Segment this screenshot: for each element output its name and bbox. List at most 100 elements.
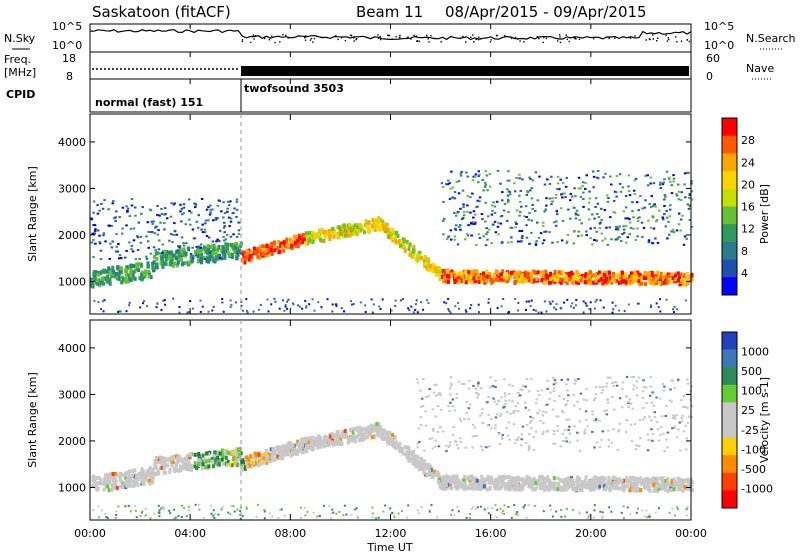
- velocity-cell: [148, 481, 152, 486]
- power-cell: [162, 299, 165, 302]
- power-cell: [453, 277, 456, 281]
- velocity-cell: [462, 477, 466, 482]
- power-cell: [343, 310, 345, 313]
- nsearch-dot: [427, 38, 429, 40]
- velocity-cell: [144, 472, 147, 477]
- velocity-cell: [603, 410, 606, 412]
- power-cell: [147, 274, 151, 279]
- nsearch-dot: [480, 38, 482, 40]
- velocity-cell: [174, 516, 177, 519]
- velocity-cell: [501, 433, 505, 436]
- velocity-cell: [605, 382, 609, 385]
- velocity-cell: [516, 410, 520, 413]
- power-cell: [543, 300, 546, 303]
- power-cell: [110, 246, 114, 249]
- velocity-cell: [249, 454, 253, 459]
- velocity-cell: [682, 406, 685, 408]
- velocity-cell: [350, 437, 354, 442]
- power-cell: [505, 271, 509, 276]
- power-cell: [175, 249, 179, 254]
- power-cell: [666, 237, 669, 240]
- nsearch-dot: [440, 41, 442, 43]
- colorbar-tick-label: 25: [741, 404, 755, 417]
- velocity-cell: [678, 486, 682, 491]
- velocity-cell: [514, 405, 517, 408]
- velocity-cell: [171, 460, 175, 464]
- power-cell: [514, 221, 517, 224]
- power-cell: [118, 216, 121, 218]
- y-tick-label: 3000: [58, 182, 86, 195]
- velocity-cell: [424, 410, 428, 413]
- velocity-cell: [142, 478, 145, 483]
- power-cell: [670, 279, 674, 284]
- velocity-cell: [536, 412, 539, 415]
- power-cell: [196, 251, 200, 256]
- velocity-cell: [504, 484, 508, 489]
- nsearch-dot: [573, 37, 576, 40]
- power-cell: [609, 216, 612, 219]
- power-cell: [648, 203, 651, 205]
- velocity-cell: [552, 476, 556, 481]
- power-cell: [556, 182, 560, 185]
- power-cell: [447, 297, 450, 300]
- power-cell: [138, 257, 141, 260]
- power-cell: [472, 216, 475, 219]
- power-cell: [308, 230, 312, 235]
- power-cell: [161, 258, 165, 263]
- velocity-cell: [211, 464, 215, 469]
- power-cell: [602, 306, 605, 309]
- velocity-cell: [614, 381, 618, 383]
- velocity-cell: [662, 389, 665, 392]
- power-cell: [177, 245, 180, 248]
- power-cell: [90, 218, 94, 221]
- power-cell: [147, 230, 150, 233]
- power-cell: [173, 222, 176, 225]
- velocity-cell: [265, 460, 269, 465]
- velocity-cell: [224, 455, 228, 460]
- velocity-cell: [422, 378, 425, 380]
- power-cell: [132, 227, 136, 230]
- colorbar-segment: [722, 118, 737, 136]
- nsearch-dot: [504, 35, 506, 37]
- power-cell: [585, 174, 588, 177]
- velocity-cell: [423, 463, 427, 468]
- velocity-cell: [141, 510, 144, 513]
- power-cell: [437, 267, 441, 271]
- velocity-cell: [493, 480, 497, 485]
- power-cell: [110, 268, 114, 273]
- power-cell: [274, 300, 277, 303]
- nsearch-dot: [657, 37, 659, 39]
- power-cell: [385, 224, 389, 229]
- velocity-cell: [520, 444, 523, 447]
- velocity-cell: [596, 480, 600, 485]
- power-cell: [178, 311, 181, 314]
- power-cell: [114, 272, 118, 276]
- velocity-cell: [125, 483, 129, 488]
- velocity-cell: [666, 476, 670, 481]
- power-cell: [239, 245, 242, 248]
- velocity-cell: [553, 399, 556, 402]
- power-cell: [538, 270, 542, 275]
- velocity-cell: [221, 455, 225, 460]
- power-cell: [230, 217, 233, 220]
- velocity-cell: [564, 404, 567, 407]
- power-cell: [170, 202, 173, 205]
- velocity-cell: [267, 452, 271, 457]
- nsearch-dot: [241, 39, 244, 41]
- nsearch-dot: [473, 41, 475, 43]
- power-cell: [160, 213, 164, 215]
- power-cell: [477, 170, 480, 173]
- velocity-cell: [576, 400, 579, 403]
- velocity-cell: [181, 504, 183, 507]
- power-cell: [509, 226, 512, 229]
- power-cell: [195, 220, 199, 223]
- colorbar-tick-label: -1000: [741, 482, 773, 495]
- power-cell: [110, 274, 114, 279]
- power-cell: [651, 204, 655, 207]
- velocity-cell: [420, 467, 424, 471]
- velocity-cell: [287, 441, 291, 446]
- colorbar-tick-label: -100: [741, 443, 766, 456]
- nsearch-dot: [252, 34, 254, 36]
- cpid-program-1: normal (fast) 151: [95, 96, 203, 109]
